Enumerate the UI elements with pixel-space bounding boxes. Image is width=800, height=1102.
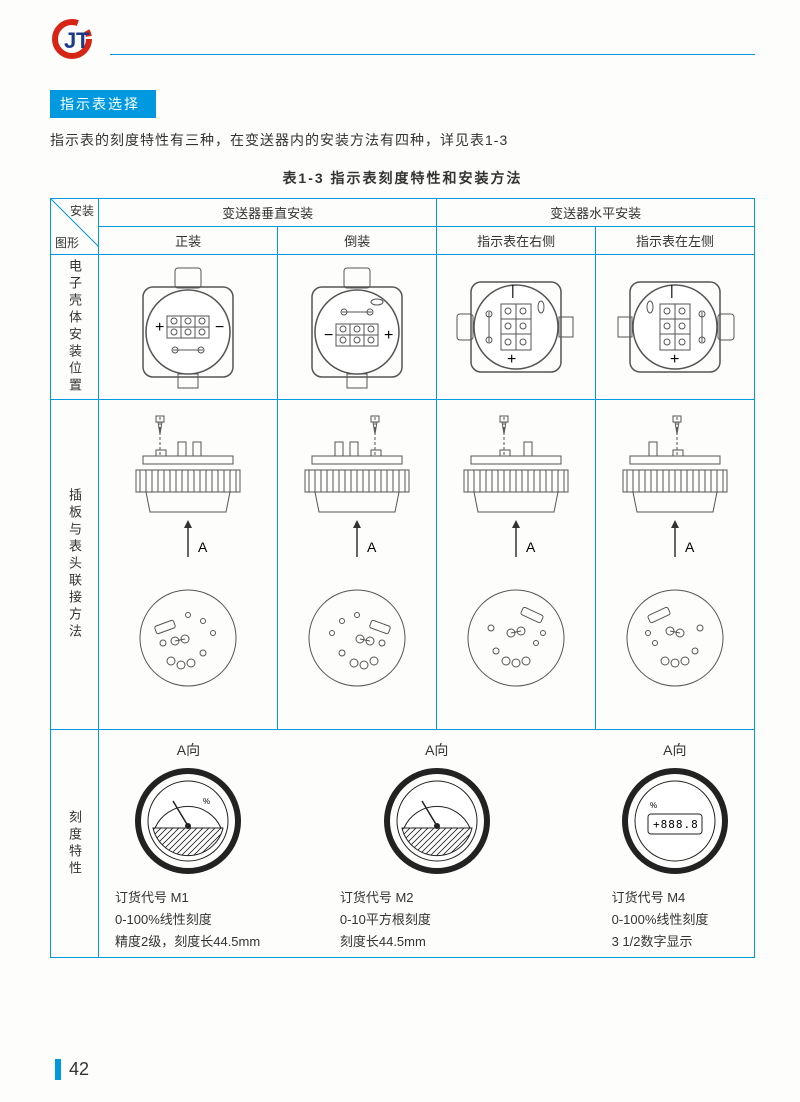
- a-direction-label: A向: [280, 740, 594, 760]
- table-title: 表1-3 指示表刻度特性和安装方法: [50, 168, 755, 188]
- svg-text:A: A: [198, 539, 208, 555]
- scale-m4: A向 +888.8 % 订货代号 M4 0-100%线性刻度 3 1/2数字显示: [596, 730, 755, 958]
- m1-line2: 精度2级，刻度长44.5mm: [115, 931, 276, 953]
- svg-text:%: %: [203, 797, 210, 806]
- svg-text:−: −: [215, 319, 224, 336]
- connection-diagram-2: A: [278, 400, 437, 730]
- diag-bottom-label: 图形: [55, 234, 79, 251]
- m4-code: 订货代号 M4: [612, 887, 752, 909]
- col-group-vertical: 变送器垂直安装: [99, 199, 437, 227]
- housing-diagram-2: −+: [278, 255, 437, 400]
- col-1-header: 正装: [99, 227, 278, 255]
- spec-table: 安装 图形 变送器垂直安装 变送器水平安装 正装 倒装 指示表在右侧 指示表在左…: [50, 198, 755, 958]
- col-2-header: 倒装: [278, 227, 437, 255]
- svg-text:−: −: [324, 327, 333, 344]
- a-direction-label: A向: [598, 740, 752, 760]
- m1-code: 订货代号 M1: [115, 887, 276, 909]
- m1-line1: 0-100%线性刻度: [115, 909, 276, 931]
- intro-text: 指示表的刻度特性有三种，在变送器内的安装方法有四种，详见表1-3: [50, 130, 755, 150]
- row-3-label: 刻度特性: [51, 730, 99, 958]
- housing-diagram-1: +−: [99, 255, 278, 400]
- scale-m2: A向 订货代号 M2 0-10平方根刻度 刻度长44.5mm: [278, 730, 596, 958]
- svg-text:+: +: [155, 319, 164, 336]
- col-4-header: 指示表在左侧: [596, 227, 755, 255]
- diag-top-label: 安装: [70, 202, 94, 219]
- svg-text:T: T: [76, 28, 90, 53]
- svg-text:%: %: [650, 801, 657, 810]
- svg-text:+: +: [670, 351, 679, 368]
- svg-text:|: |: [670, 282, 674, 298]
- col-group-horizontal: 变送器水平安装: [437, 199, 755, 227]
- m2-code: 订货代号 M2: [340, 887, 594, 909]
- svg-text:+888.8: +888.8: [653, 818, 699, 831]
- brand-logo: J T: [42, 18, 102, 60]
- row-2-label: 插板与表头联接方法: [51, 400, 99, 730]
- m4-line2: 3 1/2数字显示: [612, 931, 752, 953]
- connection-diagram-1: A: [99, 400, 278, 730]
- a-direction-label: A向: [101, 740, 276, 760]
- svg-text:J: J: [64, 28, 76, 53]
- svg-text:|: |: [511, 282, 515, 298]
- section-heading: 指示表选择: [50, 90, 156, 118]
- housing-diagram-4: |+: [596, 255, 755, 400]
- diagonal-header: 安装 图形: [51, 199, 99, 255]
- scale-m1: A向 % 订货代号 M1 0-100%线性刻度 精度2级，刻度长44.5mm: [99, 730, 278, 958]
- connection-diagram-3: A: [437, 400, 596, 730]
- header-rule: [110, 54, 755, 55]
- svg-text:+: +: [384, 327, 393, 344]
- housing-diagram-3: |+: [437, 255, 596, 400]
- page-number: 42: [55, 1059, 89, 1080]
- m2-line1: 0-10平方根刻度: [340, 909, 594, 931]
- svg-text:+: +: [507, 351, 516, 368]
- col-3-header: 指示表在右侧: [437, 227, 596, 255]
- svg-text:A: A: [367, 539, 377, 555]
- svg-text:A: A: [685, 539, 695, 555]
- row-1-label: 电子壳体安装位置: [51, 255, 99, 400]
- m2-line2: 刻度长44.5mm: [340, 931, 594, 953]
- m4-line1: 0-100%线性刻度: [612, 909, 752, 931]
- svg-text:A: A: [526, 539, 536, 555]
- connection-diagram-4: A: [596, 400, 755, 730]
